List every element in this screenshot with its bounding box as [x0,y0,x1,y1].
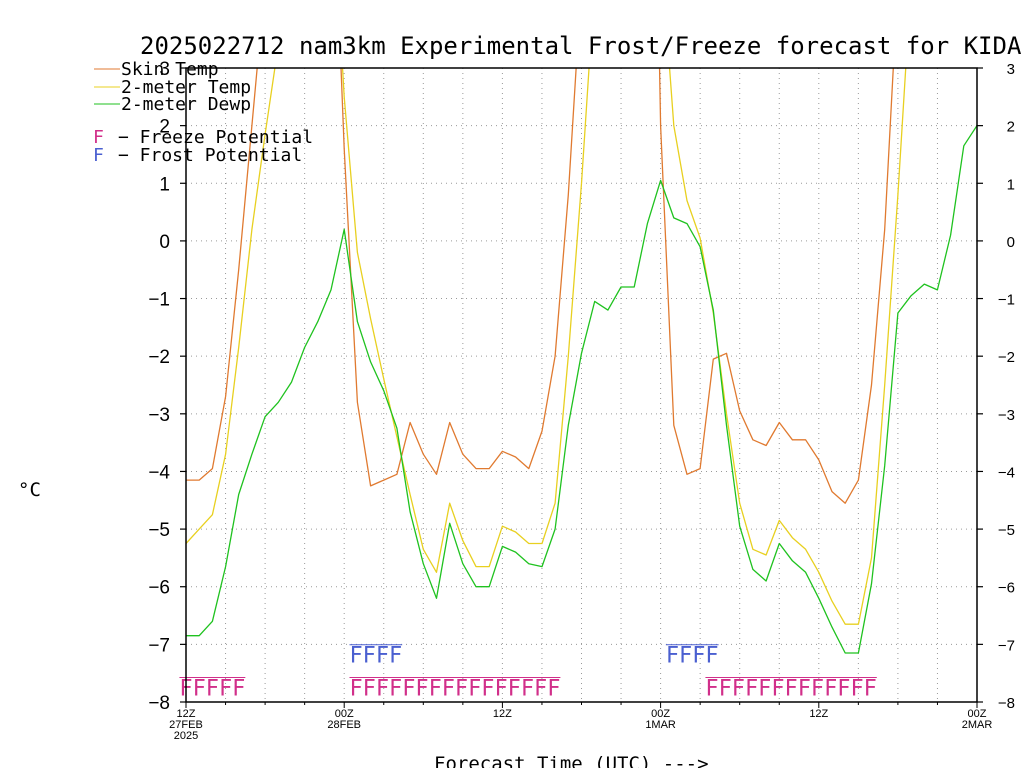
y-tick-label-right: 0 [1007,234,1015,251]
legend: Skin Temp 2-meter Temp 2-meter Dewp F − … [93,59,313,166]
y-tick-label-right: −1 [998,292,1015,309]
freeze-flag-text: FFFFF [179,676,245,701]
legend-label-t2m: 2-meter Temp [121,77,251,98]
legend-label-dewp: 2-meter Dewp [121,94,251,115]
y-tick-label-right: −4 [998,464,1015,481]
y-tick-label-left: −3 [148,405,170,426]
x-axis-label: Forecast Time (UTC) ---> [434,753,709,768]
y-tick-label-right: 2 [1007,119,1015,136]
legend-item-freeze: F − Freeze Potential [93,127,313,148]
y-tick-label-left: 0 [159,232,170,253]
freeze-flag-text: FFFFFFFFFFFFF [705,676,876,701]
chart-title: 2025022712 nam3km Experimental Frost/Fre… [140,32,1022,60]
legend-freeze-marker: F [93,127,104,148]
y-axis-label: °C [18,479,41,501]
y-tick-label-right: −3 [998,407,1015,424]
y-tick-label-left: −2 [148,347,170,368]
y-axis: 3 3 2 2 1 1 0 0 −1 −1 −2 −2 −3 −3 −4 −4 −5 −5 −6 −6 −7 −7 −8 −8 [148,59,1015,714]
y-tick-label-right: 3 [1007,61,1015,78]
x-tick-label: 28FEB [327,719,361,731]
y-tick-label-left: −6 [148,578,170,599]
x-tick-label: 1MAR [645,719,676,731]
x-tick-label: 12Z [177,708,196,720]
frost-flag-text: FFFF [666,644,719,669]
legend-item-dewp: 2-meter Dewp [94,94,251,115]
series-line-2-meter-temp [186,68,907,625]
x-tick-label: 2MAR [962,719,993,731]
y-tick-label-left: 2 [159,117,170,138]
legend-item-skin: Skin Temp [94,59,219,80]
legend-frost-label: − Frost Potential [118,145,302,166]
x-tick-label: 27FEB [169,719,203,731]
legend-freeze-label: − Freeze Potential [118,127,313,148]
frost-flag-text: FFFF [349,644,402,669]
series-line-skin-temp [186,68,894,504]
y-tick-label-right: −5 [998,522,1015,539]
grid [186,68,977,702]
series-lines [186,68,977,654]
freeze-flag-text: FFFFFFFFFFFFFFFF [349,676,560,701]
series-line-2-meter-dewp [186,125,977,654]
legend-label-skin: Skin Temp [121,59,219,80]
potential-flags: FFFF FFFFFFFFF FFFFFFFFFFFFFFFF FFFFFFFFFFF… [179,644,877,701]
y-tick-label-left: 1 [159,174,170,195]
legend-frost-marker: F [93,145,104,166]
y-tick-label-left: −7 [148,635,170,656]
x-tick-label: 00Z [335,708,354,720]
y-tick-label-right: −2 [998,349,1015,366]
y-tick-label-right: −8 [998,695,1015,712]
x-tick-label: 00Z [651,708,670,720]
y-tick-label-left: −1 [148,290,170,311]
y-tick-label-right: −7 [998,637,1015,654]
y-tick-label-left: −8 [148,693,170,714]
x-tick-label: 00Z [968,708,987,720]
y-tick-label-right: −6 [998,580,1015,597]
x-tick-label: 2025 [174,730,198,742]
y-tick-label-right: 1 [1007,176,1015,193]
y-tick-label-left: −5 [148,520,170,541]
x-tick-label: 12Z [493,708,512,720]
y-tick-label-left: −4 [148,462,170,483]
x-tick-label: 12Z [809,708,828,720]
y-tick-label-left: 3 [159,59,170,80]
legend-item-t2m: 2-meter Temp [94,77,251,98]
legend-item-frost: F − Frost Potential [93,145,302,166]
